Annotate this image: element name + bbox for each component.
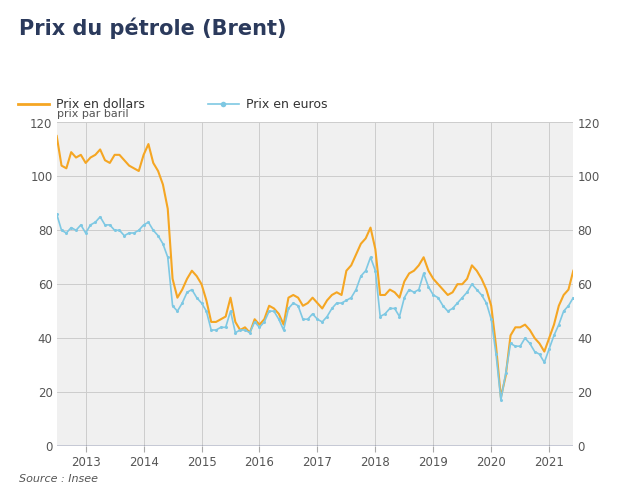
Text: Prix du pétrole (Brent): Prix du pétrole (Brent) bbox=[19, 17, 287, 39]
Text: Source : Insee: Source : Insee bbox=[19, 474, 98, 484]
Legend: Prix en dollars, Prix en euros: Prix en dollars, Prix en euros bbox=[13, 93, 333, 116]
Text: prix par baril: prix par baril bbox=[57, 109, 129, 119]
